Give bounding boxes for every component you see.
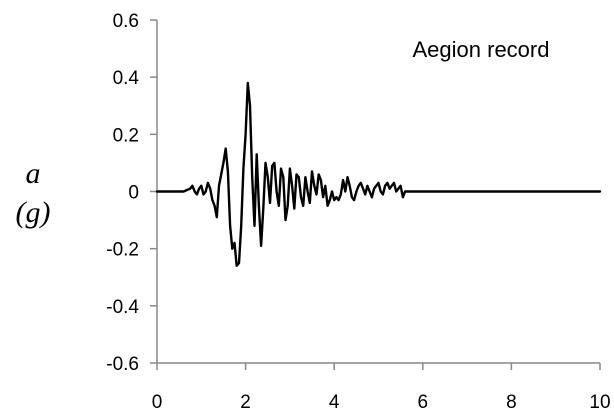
y-tick-label: -0.4 xyxy=(106,297,139,318)
series-layer xyxy=(155,81,602,267)
y-tick-label: 0.6 xyxy=(113,11,139,32)
y-tick-label: 0 xyxy=(128,183,139,204)
y-tick-label: 0.2 xyxy=(113,125,139,146)
y-axis-label-a: a xyxy=(26,157,41,190)
record-annotation: Aegion record xyxy=(413,37,550,62)
y-tick-label: -0.2 xyxy=(106,240,139,261)
x-tick-label: 6 xyxy=(418,392,429,413)
acceleration-series-line xyxy=(155,81,602,267)
x-tick-label: 2 xyxy=(240,392,251,413)
y-axis: 0.6 0.4 0.2 0 -0.2 -0.4 -0.6 xyxy=(106,11,158,375)
x-tick-label: 4 xyxy=(329,392,340,413)
y-axis-label-unit: (g) xyxy=(16,196,51,229)
x-axis: 0 2 4 6 8 10 xyxy=(152,362,611,413)
x-tick-label: 8 xyxy=(506,392,517,413)
y-tick-label: -0.6 xyxy=(106,354,139,375)
y-tick-label: 0.4 xyxy=(113,68,140,89)
x-tick-label: 10 xyxy=(589,392,610,413)
x-tick-label: 0 xyxy=(152,392,163,413)
